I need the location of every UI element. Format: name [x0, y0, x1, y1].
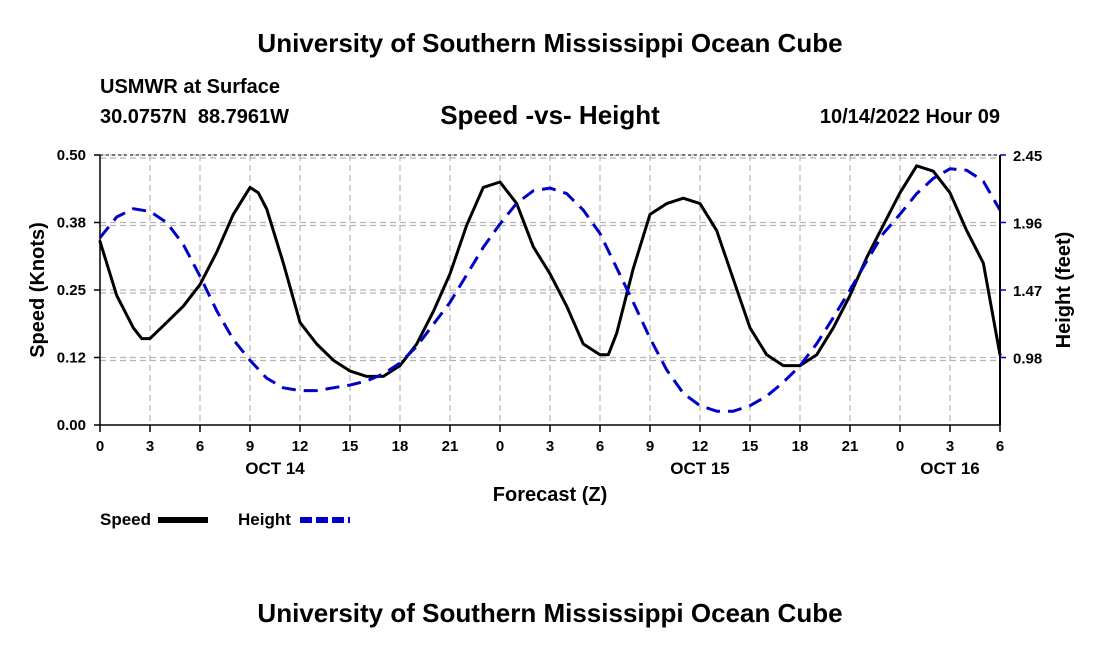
x-tick-label: 3: [946, 438, 954, 455]
x-tick-label: 3: [546, 438, 554, 455]
series-line-speed: [98, 164, 1002, 378]
x-tick-label: 0: [496, 438, 504, 455]
footer-title: University of Southern Mississippi Ocean…: [257, 598, 843, 628]
speed-height-chart: Speed -vs- Height Forecast (Z) Speed (Kn…: [27, 100, 1075, 529]
y-tick-label-left: 0.50: [57, 147, 86, 164]
y-axis-label-right: Height (feet): [1053, 232, 1075, 349]
legend-label-height: Height: [238, 510, 291, 529]
date-label: OCT 14: [245, 459, 305, 478]
y-tick-label-left: 0.00: [57, 417, 86, 434]
y-tick-label-right: 2.45: [1013, 148, 1042, 165]
x-tick-label: 0: [896, 438, 904, 455]
date-label: OCT 15: [670, 459, 730, 478]
y-tick-label-right: 1.47: [1013, 283, 1042, 300]
x-tick-label: 21: [442, 438, 459, 455]
station-coordinates: 30.0757N 88.7961W: [100, 106, 290, 128]
x-tick-label: 15: [342, 438, 359, 455]
x-tick-label: 12: [292, 438, 309, 455]
x-tick-label: 0: [96, 438, 104, 455]
y-axis-label-left: Speed (Knots): [27, 222, 49, 358]
x-tick-label: 9: [646, 438, 654, 455]
series-line-height: [98, 167, 1002, 413]
y-tick-label-right: 1.96: [1013, 216, 1042, 233]
legend-label-speed: Speed: [100, 510, 151, 529]
x-tick-label: 6: [996, 438, 1004, 455]
x-tick-label: 18: [392, 438, 409, 455]
y-tick-label-left: 0.38: [57, 215, 86, 232]
x-tick-label: 6: [196, 438, 204, 455]
y-tick-label-left: 0.12: [57, 350, 86, 367]
station-label: USMWR at Surface: [100, 76, 281, 98]
forecast-datetime: 10/14/2022 Hour 09: [819, 106, 1000, 128]
x-tick-label: 18: [792, 438, 809, 455]
x-tick-label: 6: [596, 438, 604, 455]
x-tick-label: 3: [146, 438, 154, 455]
x-tick-label: 21: [842, 438, 859, 455]
date-label: OCT 16: [920, 459, 980, 478]
x-tick-label: 15: [742, 438, 759, 455]
x-axis-label: Forecast (Z): [493, 484, 607, 506]
x-tick-label: 9: [246, 438, 254, 455]
x-tick-label: 12: [692, 438, 709, 455]
y-tick-label-left: 0.25: [57, 282, 86, 299]
chart-title: Speed -vs- Height: [440, 100, 660, 130]
page-title: University of Southern Mississippi Ocean…: [257, 28, 843, 58]
y-tick-label-right: 0.98: [1013, 351, 1042, 368]
